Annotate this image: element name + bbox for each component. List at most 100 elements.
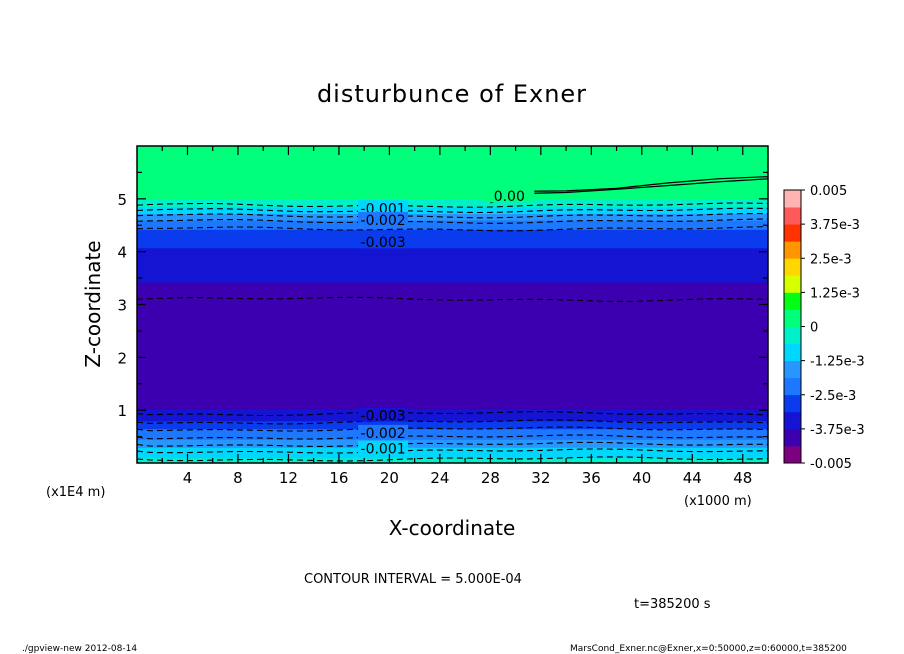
contour-band xyxy=(137,149,768,152)
contour-band xyxy=(137,308,768,311)
contour-label-bg xyxy=(358,200,409,215)
contour-band xyxy=(137,180,768,183)
colorbar-swatch xyxy=(784,377,801,396)
contour-band xyxy=(137,146,768,148)
contour-band xyxy=(137,386,768,389)
contour-band xyxy=(137,271,768,274)
contour-band xyxy=(137,249,768,251)
contour-band xyxy=(137,255,768,258)
colorbar-swatch xyxy=(784,275,801,293)
contour-band xyxy=(137,258,768,261)
contour-band xyxy=(137,381,768,384)
colorbar-swatch xyxy=(784,394,801,413)
contour-band xyxy=(137,373,768,376)
contour-band xyxy=(137,274,768,277)
contour-label: -0.002 xyxy=(361,426,406,442)
contour-band xyxy=(137,283,768,286)
contour-band xyxy=(137,160,768,163)
contour-band xyxy=(137,387,768,390)
x-scale-label: (x1000 m) xyxy=(684,494,752,509)
x-tick-label: 32 xyxy=(531,469,550,487)
colorbar-swatch xyxy=(784,360,801,379)
contour-band xyxy=(137,408,768,411)
contour-band xyxy=(137,379,768,382)
contour-band xyxy=(137,172,768,175)
contour-band xyxy=(137,233,768,236)
contour-line xyxy=(137,456,768,462)
contour-band xyxy=(137,319,768,321)
contour-band xyxy=(137,354,768,357)
contour-band xyxy=(137,175,768,177)
contour-band xyxy=(137,416,768,419)
contour-line xyxy=(137,296,768,302)
contour-label: -0.002 xyxy=(361,213,406,229)
contour-band xyxy=(137,334,768,337)
contour-band xyxy=(137,309,768,312)
contour-band xyxy=(137,356,768,358)
contour-band xyxy=(137,293,768,296)
contour-line xyxy=(137,434,768,440)
contour-band xyxy=(137,342,768,345)
contour-band xyxy=(137,194,768,197)
colorbar-swatch xyxy=(784,292,801,310)
contour-band xyxy=(137,173,768,176)
contour-band xyxy=(137,167,768,170)
contour-band xyxy=(137,263,768,266)
contour-band xyxy=(137,235,768,238)
contour-labels: 0.00-0.001-0.002-0.003-0.003-0.002-0.001 xyxy=(358,188,535,458)
contour-band xyxy=(137,350,768,353)
contour-band xyxy=(137,157,768,160)
contour-band xyxy=(137,282,768,284)
contour-band xyxy=(137,402,768,405)
contour-band xyxy=(137,307,768,310)
contour-band xyxy=(137,164,768,167)
contour-band xyxy=(137,439,768,442)
contour-band xyxy=(137,392,768,395)
contour-label: 0.00 xyxy=(494,189,525,205)
contour-band xyxy=(137,358,768,361)
contour-band xyxy=(137,163,768,166)
contour-band xyxy=(137,208,768,210)
contour-band xyxy=(137,440,768,443)
y-tick-label: 3 xyxy=(117,297,127,315)
contour-band xyxy=(137,324,768,327)
contour-band xyxy=(137,389,768,391)
contour-band xyxy=(137,400,768,403)
footer-left: ./gpview-new 2012-08-14 xyxy=(22,644,137,654)
contour-band xyxy=(137,223,768,226)
contour-band xyxy=(137,312,768,315)
contour-band xyxy=(137,237,768,240)
contour-band xyxy=(137,349,768,352)
x-axis-ticks: 4 8 12 16 20 24 28 32 36 40 44 48 xyxy=(161,146,752,487)
contour-band xyxy=(137,352,768,354)
contour-band xyxy=(137,316,768,319)
plot-area xyxy=(137,146,768,463)
contour-band xyxy=(137,296,768,299)
contour-band xyxy=(137,353,768,356)
contour-band xyxy=(137,337,768,340)
contour-band xyxy=(137,457,768,460)
contour-band xyxy=(137,371,768,374)
contour-band xyxy=(137,286,768,288)
contour-band xyxy=(137,297,768,300)
contour-interval-text: CONTOUR INTERVAL = 5.000E-04 xyxy=(304,572,522,587)
contour-label-bg xyxy=(358,424,409,439)
contour-band xyxy=(137,451,768,454)
contour-band xyxy=(137,444,768,447)
contour-band xyxy=(137,188,768,191)
contour-band xyxy=(137,445,768,448)
contour-band xyxy=(137,344,768,347)
contour-band xyxy=(137,242,768,245)
contour-band xyxy=(137,155,768,158)
contour-band xyxy=(137,374,768,377)
x-tick-label: 12 xyxy=(279,469,298,487)
contour-band xyxy=(137,284,768,287)
contour-band xyxy=(137,396,768,399)
contour-band xyxy=(137,151,768,154)
contour-band xyxy=(137,292,768,295)
contour-band xyxy=(137,315,768,317)
contour-band xyxy=(137,198,768,201)
colorbar-swatch xyxy=(784,207,801,225)
contour-band xyxy=(137,398,768,401)
